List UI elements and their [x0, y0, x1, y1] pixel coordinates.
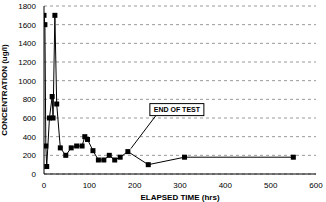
svg-text:300: 300: [173, 181, 187, 190]
svg-text:1800: 1800: [18, 2, 36, 11]
svg-text:1400: 1400: [18, 39, 36, 48]
svg-text:600: 600: [23, 114, 37, 123]
svg-text:800: 800: [23, 95, 37, 104]
svg-text:400: 400: [219, 181, 233, 190]
svg-text:100: 100: [83, 181, 97, 190]
svg-text:CONCENTRATION (ug/l): CONCENTRATION (ug/l): [8, 44, 9, 136]
svg-text:1600: 1600: [18, 21, 36, 30]
svg-text:0: 0: [42, 181, 47, 190]
svg-text:END OF TEST: END OF TEST: [154, 106, 201, 113]
svg-text:400: 400: [23, 133, 37, 142]
svg-text:600: 600: [309, 181, 318, 190]
svg-text:200: 200: [128, 181, 142, 190]
svg-text:500: 500: [264, 181, 278, 190]
svg-text:ELAPSED TIME (hrs): ELAPSED TIME (hrs): [140, 193, 219, 202]
svg-text:200: 200: [23, 151, 37, 160]
svg-text:1200: 1200: [18, 58, 36, 67]
svg-text:0: 0: [32, 170, 37, 179]
svg-text:1000: 1000: [18, 77, 36, 86]
